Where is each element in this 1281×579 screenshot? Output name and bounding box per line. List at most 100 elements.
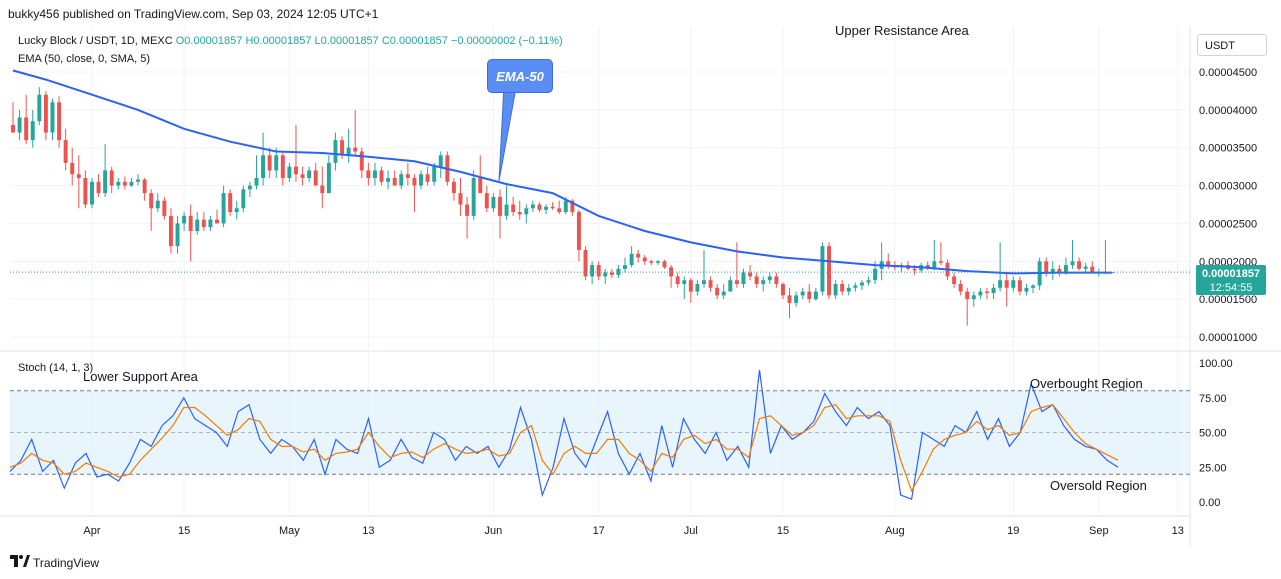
candle-down	[294, 166, 298, 175]
candle-up	[695, 284, 700, 292]
candle-up	[741, 272, 746, 284]
price-tick-label: 0.00004500	[1199, 67, 1257, 79]
candle-down	[201, 219, 206, 228]
candle-down	[484, 193, 489, 209]
candle-up	[333, 140, 338, 163]
candle-down	[478, 178, 483, 194]
candle-up	[129, 181, 134, 186]
candle-up	[524, 208, 529, 215]
candle-up	[859, 282, 864, 286]
candle-down	[952, 276, 957, 284]
candle-up	[247, 185, 252, 190]
candle-down	[43, 94, 48, 133]
candle-down	[958, 284, 963, 292]
candle-up	[221, 193, 226, 224]
candle-up	[971, 295, 976, 300]
candle-up	[991, 287, 996, 294]
candle-up	[103, 170, 108, 194]
oversold-label[interactable]: Oversold Region	[1050, 478, 1147, 493]
candle-down	[827, 246, 831, 296]
bar-countdown: 12:54:55	[1209, 282, 1253, 294]
candle-down	[70, 162, 75, 175]
candle-down	[188, 215, 193, 231]
candle-down	[300, 174, 305, 178]
candle-up	[794, 295, 799, 303]
chart-frame[interactable]: 0.00001000 0.00001500 0.00002000 0.00002500…	[0, 23, 1281, 546]
candle-up	[346, 147, 351, 156]
candle-up	[386, 178, 391, 182]
candle-down	[754, 276, 759, 284]
candle-down	[320, 185, 325, 194]
upper-resistance-label[interactable]: Upper Resistance Area	[835, 23, 969, 38]
candle-down	[1004, 280, 1009, 288]
candle-up	[234, 208, 239, 213]
footer: TradingView	[0, 546, 1281, 579]
candle-up	[1063, 265, 1068, 273]
candle-down	[24, 117, 29, 141]
candle-down	[912, 268, 917, 271]
candle-up	[998, 280, 1003, 288]
candle-up	[563, 200, 568, 213]
last-price: 0.00001857	[1201, 268, 1261, 280]
stoch-legend[interactable]: Stoch (14, 1, 3)	[18, 362, 94, 374]
candle-up	[1024, 287, 1029, 292]
candle-down	[359, 151, 364, 171]
ema50-callout[interactable]: EMA-50	[487, 59, 553, 93]
candle-down	[925, 265, 930, 268]
candle-down	[498, 196, 502, 216]
candle-up	[195, 219, 200, 231]
candle-up	[1011, 280, 1016, 288]
candle-up	[116, 181, 121, 186]
candle-up	[307, 170, 312, 178]
candle-up	[530, 204, 535, 209]
stoch-tick-label: 100.00	[1199, 358, 1233, 370]
candle-down	[392, 178, 397, 186]
candle-up	[702, 280, 706, 284]
lower-support-label[interactable]: Lower Support Area	[83, 369, 198, 384]
candle-down	[340, 140, 345, 156]
candle-down	[142, 179, 147, 194]
ema-legend[interactable]: EMA (50, close, 0, SMA, 5)	[18, 53, 151, 65]
candle-down	[537, 204, 542, 210]
currency-selector[interactable]: USDT	[1197, 34, 1267, 56]
candle-down	[780, 284, 785, 296]
candle-down	[11, 125, 15, 133]
last-price-tag: 0.00001857 12:54:55	[1196, 265, 1266, 295]
candle-up	[767, 276, 772, 281]
candle-up	[326, 162, 331, 194]
candle-up	[136, 179, 141, 182]
candle-up	[182, 215, 187, 224]
overbought-label[interactable]: Overbought Region	[1030, 376, 1143, 391]
time-tick-label: 13	[1172, 525, 1184, 537]
candle-down	[708, 280, 713, 288]
candle-up	[504, 204, 509, 216]
stoch-k-line[interactable]	[9, 369, 1119, 501]
candle-down	[748, 272, 753, 277]
candle-down	[774, 276, 779, 284]
chart-canvas[interactable]: 0.000010000.000015000.000020000.00002500…	[0, 26, 1281, 546]
ema50-line[interactable]	[12, 69, 1112, 275]
candle-up	[682, 280, 687, 284]
stoch-tick-label: 0.00	[1199, 497, 1220, 509]
candle-up	[155, 200, 160, 209]
time-tick-label: 15	[178, 525, 190, 537]
candle-down	[76, 174, 81, 178]
candle-down	[168, 215, 173, 247]
time-tick-label: Jun	[485, 525, 503, 537]
time-tick-label: 19	[1007, 525, 1019, 537]
candle-down	[458, 193, 463, 205]
publish-line: bukky456 published on TradingView.com, S…	[8, 7, 379, 21]
candle-down	[1017, 280, 1022, 292]
candle-down	[83, 178, 88, 205]
symbol-legend[interactable]: Lucky Block / USDT, 1D, MEXC O0.00001857…	[18, 35, 563, 47]
candle-down	[609, 272, 614, 275]
candle-up	[1083, 266, 1088, 269]
candle-down	[109, 170, 114, 186]
candle-up	[833, 284, 838, 296]
candle-up	[873, 268, 878, 281]
candle-up	[1031, 285, 1036, 288]
ohlc-values: O0.00001857 H0.00001857 L0.00001857 C0.0…	[175, 35, 563, 47]
price-tick-label: 0.00004000	[1199, 105, 1257, 117]
stoch-d-line[interactable]	[9, 404, 1119, 493]
candle-up	[978, 291, 983, 296]
